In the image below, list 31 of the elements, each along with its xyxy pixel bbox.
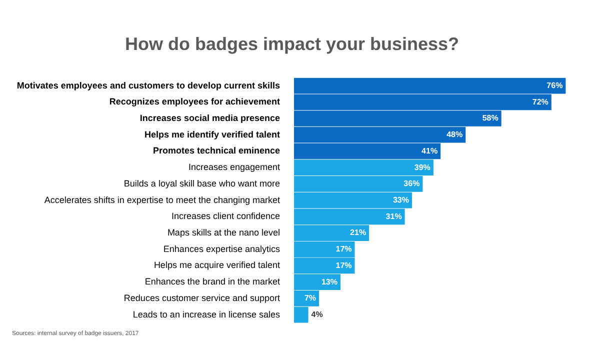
y-tick-label: Increases client confidence xyxy=(171,211,280,222)
data-label: 58% xyxy=(482,114,498,123)
data-label: 21% xyxy=(350,228,366,238)
y-tick-label: Enhances expertise analytics xyxy=(163,244,280,254)
y-tick-label: Recognizes employees for achievement xyxy=(109,96,280,107)
chart-title: How do badges impact your business? xyxy=(124,34,460,54)
y-tick-label: Accelerates shifts in expertise to meet the changing market xyxy=(44,194,280,205)
data-label: 36% xyxy=(404,179,420,188)
data-label: 17% xyxy=(336,260,352,270)
y-tick-label: Increases engagement xyxy=(188,162,280,172)
y-tick-label: Leads to an increase in license sales xyxy=(132,309,280,320)
data-label: 13% xyxy=(321,277,338,286)
y-tick-label: Promotes technical eminence xyxy=(152,146,280,156)
y-tick-label: Helps me identify verified talent xyxy=(144,129,280,140)
data-label: 48% xyxy=(446,130,463,140)
data-label: 72% xyxy=(532,97,548,106)
y-tick-label: Builds a loyal skill base who want more xyxy=(124,178,280,188)
data-label: 31% xyxy=(386,212,402,221)
data-label: 39% xyxy=(414,162,430,172)
y-tick-label: Maps skills at the nano level xyxy=(167,228,280,238)
y-tick-label: Reduces customer service and support xyxy=(124,292,280,303)
y-tick-label: Helps me acquire verified talent xyxy=(154,260,280,270)
data-label: 41% xyxy=(422,146,438,156)
data-label: 17% xyxy=(336,244,352,254)
data-label: 33% xyxy=(392,196,409,205)
data-label: 76% xyxy=(546,80,563,90)
data-label: 4% xyxy=(311,310,323,320)
y-tick-label: Increases social media presence xyxy=(140,112,280,123)
data-label: 7% xyxy=(304,294,316,303)
y-tick-label: Enhances the brand in the market xyxy=(144,276,280,287)
y-tick-label: Motivates employees and customers to develop current skills xyxy=(16,80,280,90)
